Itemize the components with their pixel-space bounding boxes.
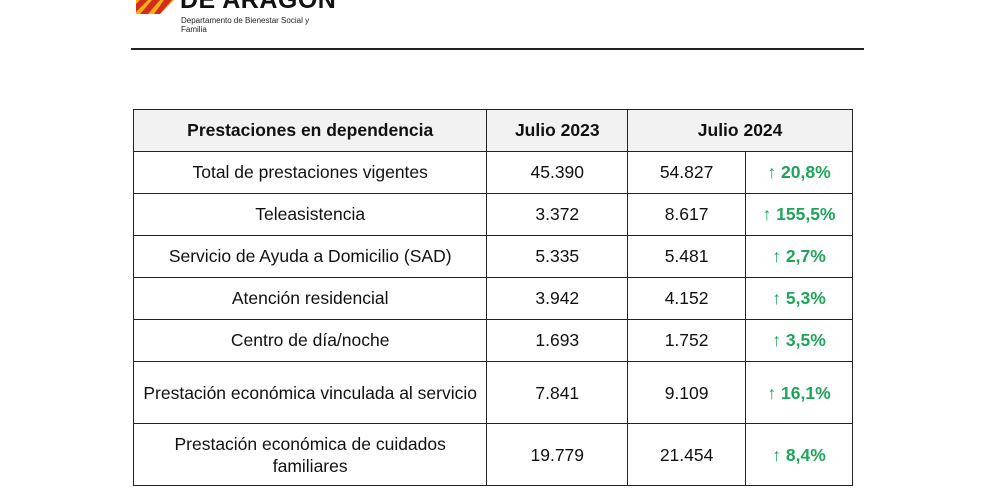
government-logo: DE ARAGÓN Departamento de Bienestar Soci…	[136, 0, 336, 38]
table-row: Prestación económica de cuidados familia…	[132, 423, 853, 486]
value-2024: 5.481	[627, 235, 747, 278]
benefit-label: Total de prestaciones vigentes	[132, 151, 488, 194]
aragon-flag-icon	[136, 0, 174, 14]
value-2023: 1.693	[486, 319, 629, 362]
column-header-2024: Julio 2024	[627, 109, 853, 152]
value-2024: 8.617	[627, 193, 747, 236]
benefit-label: Servicio de Ayuda a Domicilio (SAD)	[132, 235, 488, 278]
table-row: Centro de día/noche 1.693 1.752 ↑ 3,5%	[132, 319, 853, 362]
benefit-label: Prestación económica de cuidados familia…	[132, 423, 488, 486]
value-2023: 3.372	[486, 193, 629, 236]
table-header-row: Prestaciones en dependencia Julio 2023 J…	[132, 109, 853, 152]
change-percent: ↑ 5,3%	[745, 277, 853, 320]
value-2023: 3.942	[486, 277, 629, 320]
table-row: Servicio de Ayuda a Domicilio (SAD) 5.33…	[132, 235, 853, 278]
department-name: Departamento de Bienestar Social y Famil…	[181, 16, 310, 34]
value-2024: 21.454	[627, 423, 747, 486]
table-row: Prestación económica vinculada al servic…	[132, 361, 853, 424]
value-2023: 7.841	[486, 361, 629, 424]
table-row: Teleasistencia 3.372 8.617 ↑ 155,5%	[132, 193, 853, 236]
value-2024: 1.752	[627, 319, 747, 362]
change-percent: ↑ 8,4%	[745, 423, 853, 486]
change-percent: ↑ 2,7%	[745, 235, 853, 278]
change-percent: ↑ 3,5%	[745, 319, 853, 362]
column-header-2023: Julio 2023	[486, 109, 629, 152]
change-percent: ↑ 16,1%	[745, 361, 853, 424]
value-2023: 45.390	[486, 151, 629, 194]
benefits-table: Prestaciones en dependencia Julio 2023 J…	[132, 109, 853, 486]
change-percent: ↑ 155,5%	[745, 193, 853, 236]
table-row: Atención residencial 3.942 4.152 ↑ 5,3%	[132, 277, 853, 320]
value-2024: 54.827	[627, 151, 747, 194]
logo-title: DE ARAGÓN	[180, 0, 337, 14]
value-2024: 4.152	[627, 277, 747, 320]
benefit-label: Prestación económica vinculada al servic…	[132, 361, 488, 424]
value-2023: 5.335	[486, 235, 629, 278]
header-divider	[131, 48, 864, 50]
value-2024: 9.109	[627, 361, 747, 424]
value-2023: 19.779	[486, 423, 629, 486]
change-percent: ↑ 20,8%	[745, 151, 853, 194]
benefit-label: Atención residencial	[132, 277, 488, 320]
benefit-label: Centro de día/noche	[132, 319, 488, 362]
table-row: Total de prestaciones vigentes 45.390 54…	[132, 151, 853, 194]
benefit-label: Teleasistencia	[132, 193, 488, 236]
column-header-benefit: Prestaciones en dependencia	[132, 109, 488, 152]
